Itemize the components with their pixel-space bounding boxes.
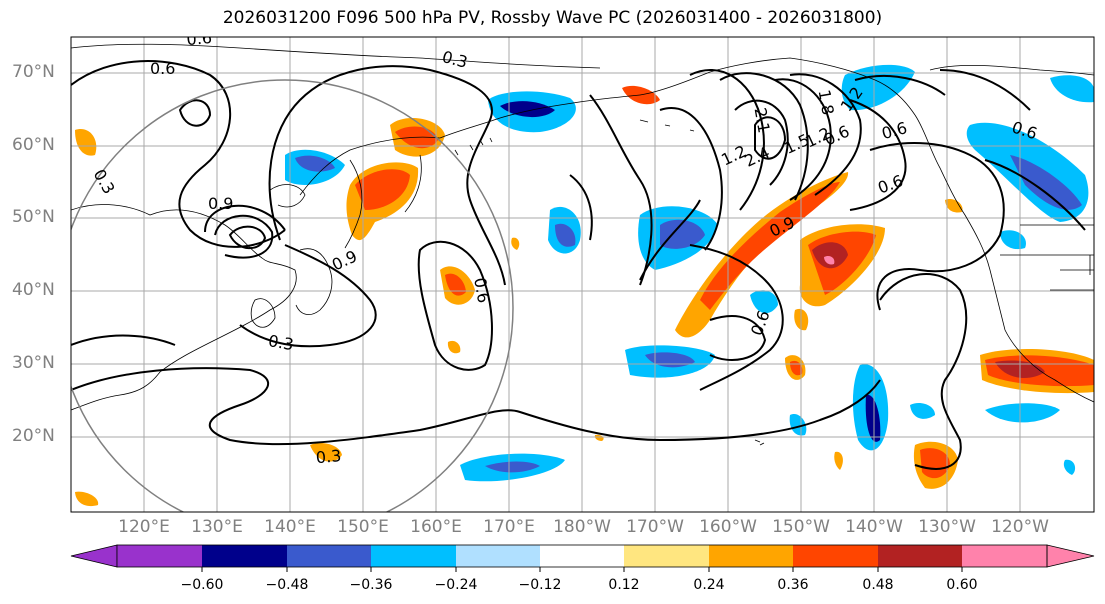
colorbar-tick-label: 0.24 — [693, 577, 725, 593]
colorbar-bin — [456, 545, 541, 567]
latitude-label: 50°N — [12, 207, 55, 227]
colorbar-bin — [202, 545, 287, 567]
contour-label: 1.8 — [815, 88, 838, 116]
map-title: 2026031200 F096 500 hPa PV, Rossby Wave … — [222, 8, 883, 28]
contour-label: 0.6 — [150, 59, 175, 78]
colorbar-tick-label: −0.24 — [434, 577, 478, 593]
positive-anomaly — [355, 169, 410, 210]
longitude-label: 140°E — [264, 517, 316, 537]
colorbar-tick-label: 0.12 — [608, 577, 640, 593]
map-frame — [70, 36, 1095, 513]
negative-anomaly — [1050, 75, 1094, 103]
pv-shading — [75, 64, 1094, 507]
coastlines — [71, 43, 1094, 446]
colorbar-tick-label: −0.12 — [518, 577, 562, 593]
negative-anomaly — [910, 403, 935, 419]
colorbar-tick-label: −0.60 — [180, 577, 224, 593]
colorbar-bin — [540, 545, 625, 567]
negative-anomaly — [789, 414, 807, 436]
longitude-label: 180°W — [553, 517, 611, 537]
colorbar-bin — [371, 545, 456, 567]
positive-anomaly — [594, 434, 604, 441]
colorbar-bin — [624, 545, 709, 567]
colorbar-extend-max — [1046, 544, 1095, 568]
negative-anomaly — [1063, 459, 1076, 475]
longitude-label: 150°E — [337, 517, 389, 537]
colorbar-bin — [962, 545, 1047, 567]
positive-anomaly — [945, 199, 963, 213]
positive-anomaly — [447, 340, 461, 354]
positive-anomaly — [75, 491, 99, 507]
longitude-label: 130°W — [918, 517, 976, 537]
positive-anomaly — [310, 443, 342, 462]
longitude-label: 170°W — [626, 517, 684, 537]
negative-anomaly — [1000, 230, 1026, 250]
negative-anomaly — [985, 403, 1060, 423]
latitude-label: 70°N — [12, 62, 55, 82]
positive-anomaly — [834, 451, 843, 470]
latitude-label: 30°N — [12, 353, 55, 373]
colorbar-bin — [878, 545, 963, 567]
negative-anomaly — [865, 394, 881, 442]
colorbar-bin — [709, 545, 794, 567]
longitude-label: 120°W — [991, 517, 1049, 537]
negative-anomaly — [555, 223, 576, 247]
colorbar-tick-label: −0.48 — [265, 577, 309, 593]
contour-label: 0.3 — [267, 331, 295, 354]
colorbar-bin — [117, 545, 202, 567]
colorbar-bin — [793, 545, 878, 567]
colorbar-tick-label: −0.36 — [349, 577, 393, 593]
contour-label: 0.6 — [186, 28, 213, 49]
longitude-label: 170°E — [483, 517, 535, 537]
positive-anomaly — [790, 360, 803, 376]
radius-circle — [71, 79, 514, 512]
positive-anomaly — [920, 448, 950, 479]
longitude-label: 150°W — [772, 517, 830, 537]
negative-anomaly — [750, 290, 778, 314]
longitude-label: 160°W — [699, 517, 757, 537]
longitude-label: 140°W — [845, 517, 903, 537]
positive-anomaly — [445, 273, 466, 296]
longitude-label: 120°E — [118, 517, 170, 537]
colorbar-bin — [287, 545, 372, 567]
positive-anomaly — [824, 255, 835, 265]
negative-anomaly — [500, 101, 555, 118]
colorbar-tick-label: 0.48 — [862, 577, 894, 593]
positive-anomaly — [511, 237, 520, 250]
negative-anomaly — [485, 461, 540, 473]
colorbar-outline — [116, 544, 1048, 568]
contour-label: 0.3 — [315, 446, 342, 467]
latitude-label: 20°N — [12, 426, 55, 446]
longitude-label: 160°E — [410, 517, 462, 537]
colorbar-tick-label: 0.60 — [946, 577, 978, 593]
colorbar-tick-label: 0.36 — [777, 577, 809, 593]
contour-label: 0.9 — [208, 194, 233, 213]
contour-label: 0.6 — [470, 276, 493, 304]
positive-anomaly — [812, 242, 848, 269]
latitude-label: 60°N — [12, 135, 55, 155]
negative-anomaly — [1010, 155, 1082, 210]
contour-label: 2.1 — [751, 106, 774, 134]
pc-contours — [71, 60, 1086, 470]
colorbar-extend-min — [70, 544, 118, 568]
latitude-label: 40°N — [12, 280, 55, 300]
gridlines — [71, 37, 1094, 512]
colorbar — [70, 544, 1095, 572]
negative-anomaly — [660, 219, 705, 249]
longitude-label: 130°E — [191, 517, 243, 537]
positive-anomaly — [75, 129, 97, 156]
positive-anomaly — [700, 182, 840, 310]
